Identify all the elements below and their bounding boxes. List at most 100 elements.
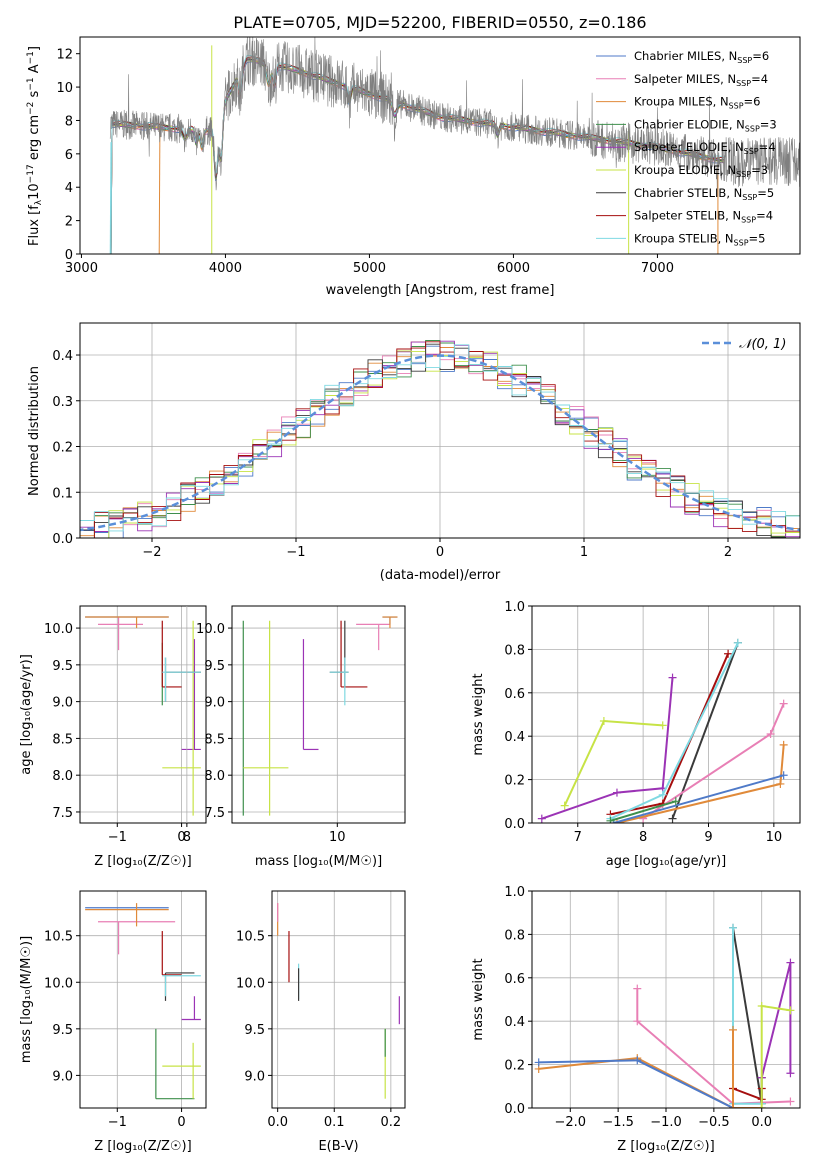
spectrum-ytick-label: 6 [65, 148, 73, 163]
mass-z-xtick-label: 0 [177, 1115, 185, 1130]
age-z-ytick-label: 9.0 [52, 696, 73, 711]
age-z-ytick-label: 9.5 [52, 659, 73, 674]
weight-z-marker-2 [633, 984, 642, 993]
residual-xtick-label: 0 [436, 545, 444, 560]
weight-age-marker-1 [668, 673, 677, 682]
weight-z-ytick-label: 0.8 [504, 928, 525, 943]
spectrum-ytick-label: 10 [56, 81, 73, 96]
weight-z-content [534, 923, 795, 1108]
residual-hist-7 [80, 341, 800, 538]
age-z-ytick-label: 8.0 [52, 769, 73, 784]
weight-z-series-5 [732, 1087, 763, 1101]
spectrum-ytick-label: 0 [65, 248, 73, 263]
age-z-ytick-label: 10.0 [44, 622, 73, 637]
weight-z-marker-1 [633, 1056, 642, 1065]
mass-ebv-xtick-label: 0.2 [381, 1115, 402, 1130]
weight-age-ylabel: mass weight [471, 673, 486, 755]
weight-age-marker-8 [606, 816, 615, 823]
weight-age-ytick-label: 0.2 [504, 774, 525, 789]
model-edge-stelib [109, 142, 112, 254]
weight-age-marker-6 [776, 779, 785, 788]
spectrum-ytick-label: 12 [56, 48, 73, 63]
mass-ebv-content [277, 903, 400, 1099]
legend-label-1: Salpeter MILES, NSSP=4 [634, 72, 768, 88]
legend-label-2: Kroupa MILES, NSSP=6 [634, 95, 760, 111]
spectrum-xtick-label: 3000 [65, 261, 98, 276]
weight-z-ytick-label: 0.6 [504, 972, 525, 987]
weight-age-content [537, 638, 788, 823]
age-z-xlabel: Z [log₁₀(Z/Z☉)] [94, 854, 191, 869]
residual-xtick-label: 1 [580, 545, 588, 560]
weight-age-marker-4 [733, 638, 742, 647]
observed-spectrum [109, 37, 800, 191]
model-line-0 [110, 60, 725, 254]
age-mass-ytick-label: 8.0 [204, 769, 225, 784]
mass-z-xlabel: Z [log₁₀(Z/Z☉)] [94, 1139, 191, 1154]
residual-ytick-label: 0.4 [52, 349, 73, 364]
spectrum-xtick-label: 4000 [209, 261, 242, 276]
mass-z-content [85, 903, 201, 1100]
weight-age-ytick-label: 0.6 [504, 687, 525, 702]
mass-z-ytick-label: 9.5 [52, 1023, 73, 1038]
mass-z-frame [79, 890, 207, 1109]
mass-ebv-xtick-label: 0.0 [267, 1115, 288, 1130]
residual-xlabel: (data-model)/error [380, 568, 501, 583]
weight-z-marker-7 [757, 1002, 766, 1011]
mass-ebv-xtick-label: 0.1 [324, 1115, 345, 1130]
spectrum-ylabel: Flux [fλ10−17 erg cm−2 s−1 A−1] [26, 46, 44, 246]
mass-z-panel: −1 0 9.0 9.5 10.0 10.5 Z [log₁₀(Z/Z☉)] mass [lo… [19, 890, 207, 1154]
weight-z-panel: −2.0 −1.5 −1.0 −0.5 0.0 0.0 0.2 0.4 0.6 0.8 1.0 Z [… [471, 885, 801, 1154]
age-z-xtick-label: 0 [177, 830, 185, 845]
legend-label-4: Salpeter ELODIE, NSSP=4 [634, 140, 776, 156]
weight-z-series-1 [538, 1059, 734, 1108]
mass-z-ylabel: mass [log₁₀(M/M☉)] [19, 936, 34, 1063]
weight-age-series-7 [613, 774, 784, 823]
model-line-4 [110, 58, 725, 254]
weight-age-marker-8 [671, 797, 680, 806]
weight-age-xtick-label: 8 [639, 830, 647, 845]
spectrum-xlabel: wavelength [Angstrom, rest frame] [326, 283, 555, 298]
weight-age-marker-1 [537, 814, 546, 823]
weight-z-marker-2 [633, 1017, 642, 1026]
age-mass-panel: 8 10 7.5 8.0 8.5 9.0 9.5 10.0 mass [log₁₀(M/M☉)] [183, 605, 406, 869]
weight-age-marker-6 [779, 740, 788, 749]
spectrum-panel: 3000 4000 5000 6000 7000 0 2 4 6 8 10 12 Chabrier M… [26, 36, 801, 298]
mass-ebv-xlabel: E(B-V) [318, 1139, 358, 1154]
age-mass-ytick-label: 9.5 [204, 659, 225, 674]
weight-z-ylabel: mass weight [471, 958, 486, 1040]
mass-ebv-ytick-label: 9.5 [244, 1023, 265, 1038]
weight-age-xlabel: age [log₁₀(age/yr)] [606, 854, 727, 869]
weight-z-frame [531, 890, 801, 1109]
model-line-1 [110, 59, 725, 254]
age-z-ytick-label: 7.5 [52, 806, 73, 821]
weight-age-marker-5 [766, 730, 775, 739]
weight-age-marker-6 [612, 819, 621, 823]
weight-z-series-3 [732, 927, 763, 1104]
residual-legend-label: 𝒩(0, 1) [739, 337, 786, 352]
age-mass-content [242, 616, 398, 816]
weight-z-xtick-label: −1.5 [602, 1115, 634, 1130]
mass-z-ytick-label: 9.0 [52, 1069, 73, 1084]
weight-age-marker-3 [668, 814, 677, 823]
weight-z-marker-7 [757, 1104, 766, 1108]
weight-z-marker-6 [786, 1069, 795, 1078]
weight-age-panel: 7 8 9 10 0.0 0.2 0.4 0.6 0.8 1.0 age [log₁₀(age/yr… [471, 600, 801, 869]
weight-z-xlabel: Z [log₁₀(Z/Z☉)] [617, 1139, 714, 1154]
legend-label-3: Chabrier ELODIE, NSSP=3 [634, 117, 777, 133]
spectrum-xtick-label: 5000 [353, 261, 386, 276]
age-mass-ytick-label: 9.0 [204, 696, 225, 711]
model-line-8 [110, 54, 725, 254]
weight-age-frame [531, 605, 801, 824]
age-mass-xtick-label: 10 [329, 830, 346, 845]
model-line-6 [110, 58, 725, 254]
residual-panel: −2 −1 0 1 2 0.0 0.1 0.2 0.3 0.4 𝒩(0, 1) (data-mod… [27, 322, 801, 583]
weight-age-marker-0 [658, 721, 667, 730]
residual-ylabel: Normed distribution [27, 366, 42, 496]
spectrum-xtick-label: 7000 [641, 261, 674, 276]
residual-hist-8 [80, 344, 800, 538]
weight-z-series-6 [760, 962, 792, 1078]
weight-z-marker-8 [729, 1025, 737, 1034]
weight-age-marker-2 [724, 649, 733, 658]
residual-ytick-label: 0.2 [52, 441, 73, 456]
weight-z-ytick-label: 1.0 [504, 885, 525, 900]
